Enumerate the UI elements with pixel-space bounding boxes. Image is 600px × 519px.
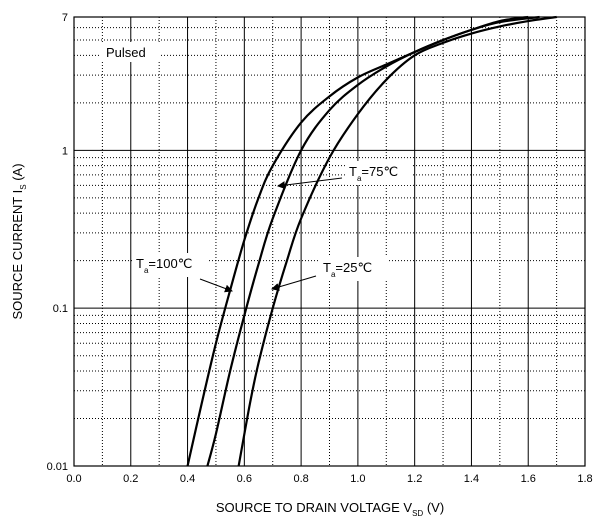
series-label-bg-0 [132,253,208,277]
series-line-2 [237,15,557,467]
x-axis-title: SOURCE TO DRAIN VOLTAGE VSD (V) [216,500,444,518]
x-tick-label: 1.0 [350,473,365,485]
x-tick-label: 0.6 [237,473,252,485]
series-label-2: Ta=25℃ [323,260,372,279]
y-tick-label: 7 [62,12,68,24]
series-label-arrow-2 [271,275,317,291]
series-label-1: Ta=75℃ [349,164,398,183]
x-tick-label: 1.8 [577,473,592,485]
series-label-0: Ta=100℃ [136,256,192,275]
note-pulsed: Pulsed [106,45,146,60]
y-tick-label: 0.1 [53,303,68,315]
y-axis-title: SOURCE CURRENT IS (A) [10,163,28,319]
x-tick-label: 0.4 [180,473,195,485]
x-tick-label: 1.2 [407,473,422,485]
series-label-bg-2 [319,257,387,281]
plot-frame [73,16,586,467]
axes-layer: 0.0 0.2 0.4 0.6 0.8 1.0 1.2 1.4 1.6 1.8 0.01 0.1 1 7 S… [10,12,593,518]
x-tick-label: 1.6 [521,473,536,485]
y-tick-label: 0.01 [47,461,68,473]
series-label-bg-1 [345,161,413,185]
series-label-arrow-0 [199,278,233,293]
series-layer [186,15,557,467]
grid [74,17,585,466]
x-tick-label: 0.0 [66,473,81,485]
series-line-1 [206,15,540,467]
y-tick-label: 1 [62,145,68,157]
x-tick-label: 0.8 [293,473,308,485]
x-tick-label: 1.4 [464,473,479,485]
x-tick-label: 0.2 [123,473,138,485]
note-bg [100,42,160,62]
annotation-layer: Pulsed Ta=100℃ Ta=75℃ Ta=25℃ [100,42,413,293]
series-label-arrow-1 [277,177,343,190]
